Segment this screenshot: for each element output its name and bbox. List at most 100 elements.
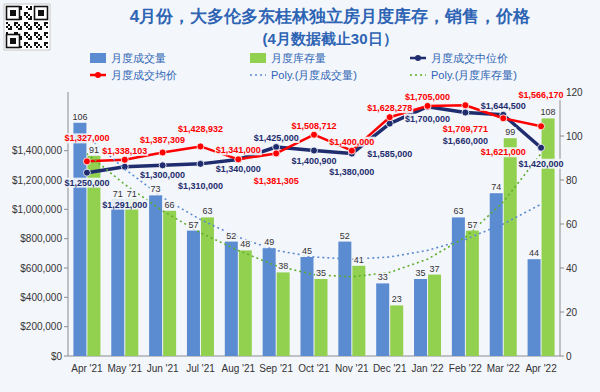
label-patch xyxy=(442,136,489,146)
qr-cell xyxy=(38,28,40,30)
qr-cell xyxy=(26,42,28,44)
data-label: 37 xyxy=(430,264,440,274)
x-tick-label: Apr '22 xyxy=(525,363,557,374)
data-label: 108 xyxy=(541,107,556,117)
data-label: 33 xyxy=(378,272,388,282)
y-tick-label: $800,000 xyxy=(20,233,62,244)
bar xyxy=(504,138,517,356)
qr-cell xyxy=(34,42,36,44)
marker xyxy=(311,131,318,138)
x-tick-label: May '21 xyxy=(107,363,142,374)
data-label: $1,660,000 xyxy=(443,136,488,146)
legend-label: 月度成交中位价 xyxy=(431,52,508,64)
label-patch xyxy=(187,220,199,230)
y2-tick xyxy=(560,180,564,181)
data-label: 38 xyxy=(278,261,288,271)
label-patch xyxy=(429,264,441,274)
label-patch xyxy=(101,200,148,210)
qr-cell xyxy=(26,36,28,38)
data-label: $1,508,712 xyxy=(291,121,336,131)
data-label: $1,621,000 xyxy=(481,147,526,157)
marker xyxy=(235,156,242,163)
label-patch xyxy=(315,268,327,278)
legend-label: Poly.(月度成交量) xyxy=(271,69,357,81)
marker xyxy=(159,149,166,156)
qr-cell xyxy=(30,18,32,20)
label-patch xyxy=(63,178,110,188)
label-patch xyxy=(71,112,88,122)
qr-cell xyxy=(46,32,48,34)
data-label: $1,425,000 xyxy=(254,133,299,143)
line xyxy=(87,105,541,161)
label-patch xyxy=(139,170,186,180)
qr-cell xyxy=(26,16,28,18)
qr-cell xyxy=(44,24,46,26)
data-label: $1,327,000 xyxy=(64,133,109,143)
marker xyxy=(83,169,90,176)
y2-tick xyxy=(560,356,564,357)
marker xyxy=(273,144,280,151)
plot-area xyxy=(73,102,554,356)
label-patch xyxy=(290,156,337,166)
qr-cell xyxy=(30,46,32,48)
subtitle: (4月数据截止30日） xyxy=(262,30,397,47)
qr-cell xyxy=(10,26,12,28)
marker xyxy=(462,109,469,116)
y-tick xyxy=(64,209,68,210)
qr-finder xyxy=(7,35,20,48)
bar xyxy=(187,231,200,356)
bar xyxy=(239,250,252,356)
qr-cell xyxy=(14,24,16,26)
qr-cell xyxy=(40,28,42,30)
qr-cell xyxy=(6,22,8,24)
qr-finder xyxy=(10,10,16,16)
label-patch xyxy=(63,133,110,143)
line xyxy=(87,154,541,277)
qr-cell xyxy=(28,24,30,26)
label-patch xyxy=(201,206,213,216)
label-patch xyxy=(452,206,464,216)
label-patch xyxy=(253,176,300,186)
qr-cell xyxy=(46,22,48,24)
data-label: $1,341,000 xyxy=(216,145,261,155)
data-label: 49 xyxy=(264,237,274,247)
qr-cell xyxy=(40,36,42,38)
legend-marker xyxy=(95,72,101,78)
legend-label: 月度成交量 xyxy=(111,52,166,64)
data-label: $1,644,500 xyxy=(481,101,526,111)
data-label: $1,387,309 xyxy=(140,135,185,145)
label-patch xyxy=(139,135,186,145)
data-label: 74 xyxy=(491,182,501,192)
qr-cell xyxy=(28,38,30,40)
label-patch xyxy=(366,149,413,159)
label-patch xyxy=(290,121,337,131)
legend-swatch xyxy=(90,53,106,63)
qr-cell xyxy=(38,44,40,46)
background xyxy=(0,0,600,392)
qr-cell xyxy=(46,46,48,48)
label-patch xyxy=(101,146,148,156)
x-tick-label: Apr '21 xyxy=(71,363,103,374)
x-tick-label: Feb '22 xyxy=(449,363,482,374)
label-patch xyxy=(442,124,489,134)
legend-label: 月度库存量 xyxy=(271,52,326,64)
bar xyxy=(301,257,314,356)
y-tick-label: $600,000 xyxy=(20,263,62,274)
x-tick-label: Jul '21 xyxy=(186,363,215,374)
y-tick-label: $400,000 xyxy=(20,292,62,303)
data-label: 57 xyxy=(467,220,477,230)
data-label: 106 xyxy=(72,112,87,122)
bar xyxy=(452,217,465,356)
qr-cell xyxy=(44,44,46,46)
y-tick xyxy=(64,238,68,239)
qr-cell xyxy=(34,44,36,46)
data-label: 71 xyxy=(113,189,123,199)
data-label: 63 xyxy=(453,206,463,216)
bar xyxy=(490,193,503,356)
y-tick xyxy=(64,356,68,357)
data-label: $1,400,000 xyxy=(329,137,374,147)
legend-label: Poly.(月度库存量) xyxy=(431,69,517,81)
label-patch xyxy=(490,182,502,192)
qr-cell xyxy=(20,28,22,30)
qr-cell xyxy=(30,6,32,8)
